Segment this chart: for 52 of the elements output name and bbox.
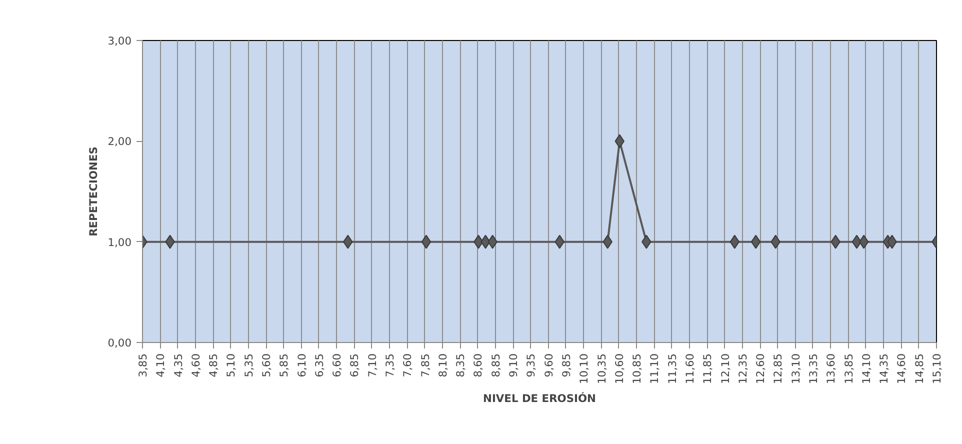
x-tick-label: 14,60 [895,353,908,384]
y-tick-label: 3,00 [108,34,132,48]
x-tick-label: 4,60 [189,353,202,378]
x-tick-label: 10,10 [578,353,591,384]
x-tick-label: 10,85 [630,353,644,384]
x-tick-label: 6,10 [295,353,308,378]
x-axis-title: NIVEL DE EROSIÓN [483,392,596,406]
y-tick-label: 2,00 [108,135,132,148]
x-tick-label: 8,85 [489,353,502,378]
x-tick-label: 4,35 [172,353,185,378]
x-tick-label: 12,60 [754,353,768,384]
x-tick-label: 7,85 [418,353,432,378]
y-tick-label: 0,00 [108,336,132,350]
x-tick-label: 13,35 [806,353,820,384]
x-tick-label: 9,35 [524,353,538,378]
x-tick-label: 5,85 [278,353,291,378]
x-tick-label: 5,60 [260,353,274,378]
x-tick-label: 11,85 [701,353,714,384]
x-tick-label: 10,35 [595,353,608,384]
x-tick-label: 11,35 [666,353,679,384]
x-tick-label: 9,85 [560,353,573,378]
y-axis-title: REPETECIONES [86,146,100,236]
x-tick-label: 8,60 [472,353,485,378]
x-tick-label: 7,60 [401,353,414,378]
x-tick-label: 10,60 [612,353,626,384]
x-tick-label: 4,85 [207,353,220,378]
x-tick-label: 12,85 [772,353,785,384]
x-tick-label: 15,10 [930,353,944,384]
x-tick-label: 8,35 [454,353,468,378]
x-tick-label: 12,35 [736,353,750,384]
x-tick-label: 12,10 [718,353,732,384]
x-tick-label: 11,10 [648,353,662,384]
x-tick-label: 3,85 [136,353,150,378]
x-tick-label: 9,60 [542,353,556,378]
x-tick-label: 9,10 [507,353,520,378]
x-tick-label: 5,10 [224,353,238,378]
x-tick-label: 6,85 [348,353,362,378]
x-tick-label: 14,35 [878,353,891,384]
x-tick-label: 14,85 [912,353,926,384]
x-tick-label: 13,10 [789,353,802,384]
y-tick-label: 1,00 [108,236,132,249]
x-tick-label: 11,60 [683,353,696,384]
x-tick-label: 13,85 [842,353,856,384]
x-tick-label: 4,10 [154,353,168,378]
x-tick-label: 8,10 [436,353,450,378]
x-tick-label: 6,60 [330,353,344,378]
x-tick-label: 14,10 [860,353,873,384]
x-tick-label: 6,35 [312,353,326,378]
x-tick-label: 7,35 [384,353,397,378]
x-tick-label: 13,60 [824,353,838,384]
x-tick-label: 7,10 [366,353,379,378]
x-tick-label: 5,35 [242,353,256,378]
